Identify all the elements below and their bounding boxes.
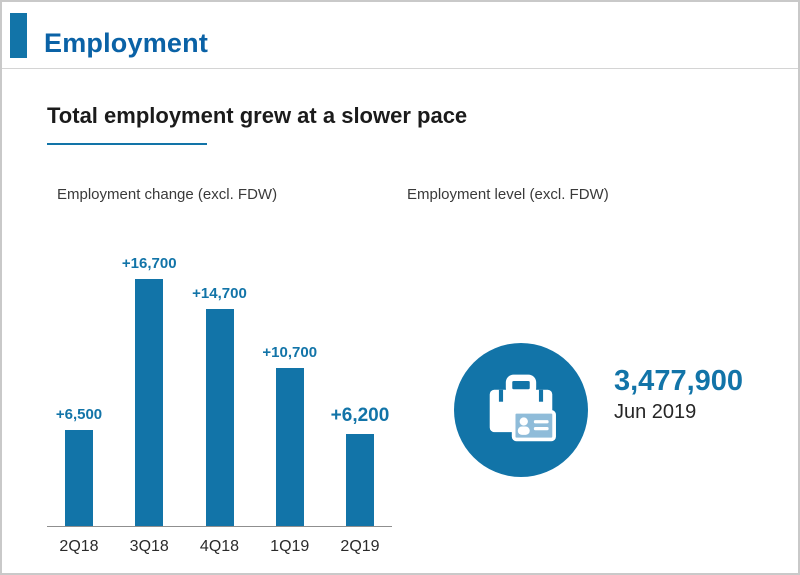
bar [65, 430, 93, 526]
employment-level-readout: 3,477,900 Jun 2019 [614, 365, 743, 424]
x-axis-label: 3Q18 [129, 538, 169, 555]
bar [275, 368, 304, 526]
bar-column-2Q19: +6,200 [328, 405, 392, 526]
header-divider [2, 68, 798, 69]
x-axis-label: 4Q18 [199, 538, 240, 555]
bar [346, 434, 374, 526]
bar-value-label: +6,500 [55, 406, 103, 423]
employment-level-date: Jun 2019 [614, 401, 697, 423]
employment-level-value: 3,477,900 [614, 365, 744, 397]
bar [205, 309, 234, 526]
bar-value-label: +16,700 [121, 255, 177, 272]
bar-value-label: +6,200 [330, 405, 390, 426]
x-axis-label: 2Q19 [340, 538, 380, 555]
header-accent-bar [10, 13, 27, 58]
headline-underline [47, 143, 207, 145]
x-axis-labels: 2Q18 3Q18 4Q18 1Q19 2Q19 [47, 538, 392, 556]
bar-value-label: +10,700 [262, 344, 318, 361]
employment-change-bar-chart: +6,500 +16,700 +14,700 +10,700 +6,200 [47, 250, 392, 527]
page-title: Employment [44, 28, 209, 58]
bar-column-1Q19: +10,700 [258, 344, 322, 526]
briefcase-id-card-icon [454, 343, 588, 477]
x-axis-label: 1Q19 [270, 538, 310, 555]
bar-column-3Q18: +16,700 [117, 255, 181, 526]
headline: Total employment grew at a slower pace [47, 103, 468, 128]
bar-value-label: +14,700 [192, 285, 247, 302]
chart-section-title: Employment change (excl. FDW) [57, 186, 278, 203]
x-axis-label: 2Q18 [59, 538, 99, 555]
bar [135, 279, 164, 526]
level-section-title: Employment level (excl. FDW) [407, 186, 609, 203]
bar-column-4Q18: +14,700 [188, 285, 252, 526]
bar-column-2Q18: +6,500 [47, 406, 111, 526]
